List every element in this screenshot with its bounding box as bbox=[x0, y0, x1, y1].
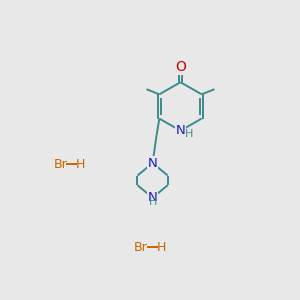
Text: N: N bbox=[148, 191, 158, 204]
Text: O: O bbox=[175, 60, 186, 74]
Text: N: N bbox=[148, 157, 158, 169]
Text: Br: Br bbox=[134, 241, 148, 254]
Text: H: H bbox=[76, 158, 86, 171]
Text: H: H bbox=[156, 241, 166, 254]
Text: H: H bbox=[185, 129, 193, 140]
Text: Br: Br bbox=[54, 158, 68, 171]
Text: N: N bbox=[176, 124, 185, 137]
Text: H: H bbox=[149, 197, 157, 207]
